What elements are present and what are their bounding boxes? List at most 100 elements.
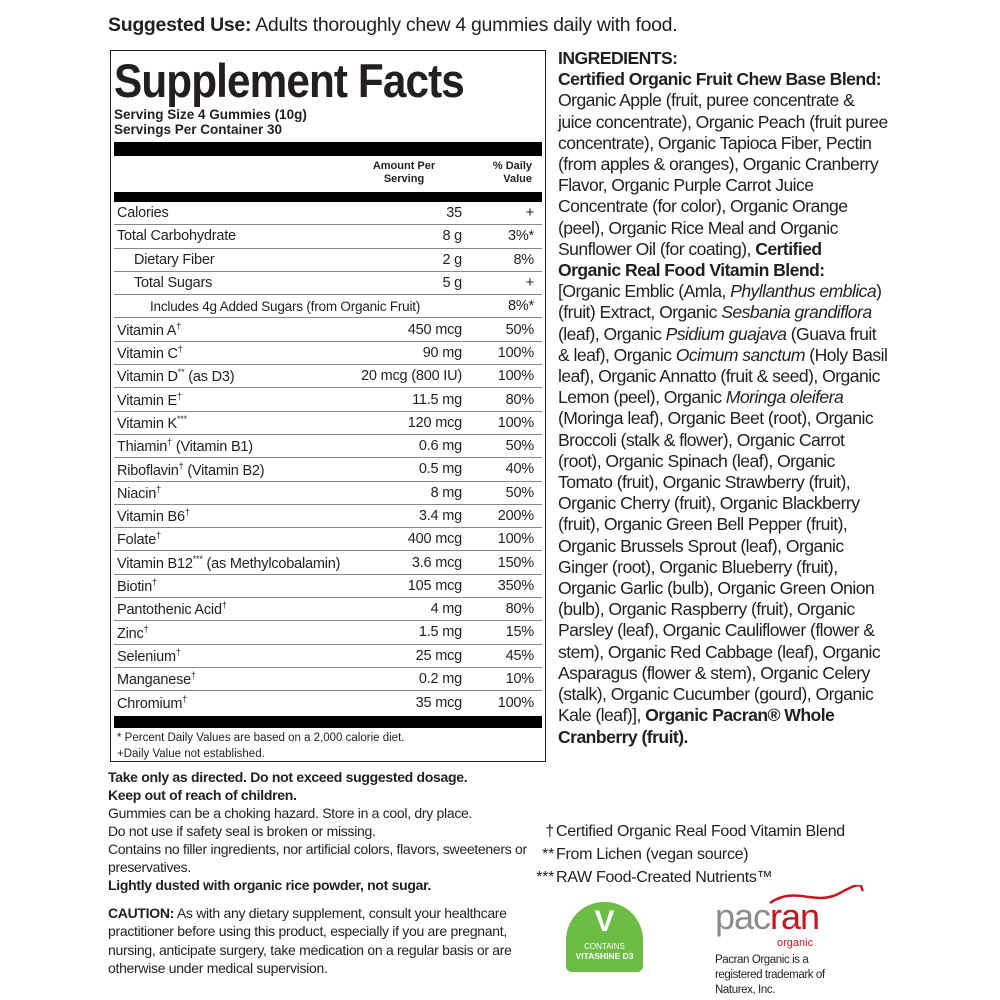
nutrient-name: Vitamin K*** <box>114 414 342 432</box>
ingredient-segment: [Organic Emblic (Amla, <box>558 281 731 302</box>
footnote-mark: † <box>178 460 184 471</box>
nutrient-label: Vitamin D <box>117 369 178 386</box>
ingredient-segment: (Holy Basil leaf), Organic Annatto (frui… <box>558 344 888 408</box>
daily-value: 50% <box>505 484 535 501</box>
ingredient-segment: Ocimum sanctum <box>675 344 806 365</box>
caution: CAUTION: As with any dietary supplement,… <box>108 904 548 977</box>
amount-per-serving: 35 <box>446 205 462 222</box>
amount-per-serving: 120 mcg <box>407 414 462 431</box>
nutrient-name: Zinc† <box>114 624 342 642</box>
footnote-item: † Certified Organic Real Food Vitamin Ble… <box>530 820 845 843</box>
daily-value: 8%* <box>508 298 534 315</box>
amount-per-serving: 8 g <box>442 228 462 245</box>
footnote-item: *** RAW Food-Created Nutrients™ <box>530 866 845 889</box>
vitashine-line1: CONTAINS <box>584 942 625 951</box>
ingredient-segment: Certified Organic Fruit Chew Base Blend: <box>558 69 882 90</box>
warning-line: Contains no filler ingredients, nor arti… <box>108 841 527 875</box>
table-row: Zinc† 1.5 mg 15% <box>114 621 542 645</box>
nutrient-label: Vitamin C <box>117 345 178 362</box>
footnote-text: RAW Food-Created Nutrients™ <box>556 869 773 886</box>
table-row: Vitamin B12*** (as Methylcobalamin) 3.6 m… <box>114 551 542 575</box>
footnote-mark: † <box>156 530 161 541</box>
vitashine-v-logo-icon: V <box>594 905 615 938</box>
nutrient-name: Biotin† <box>114 577 342 595</box>
nutrient-label: Selenium <box>117 648 176 665</box>
daily-value: 15% <box>505 624 535 641</box>
amount-per-serving: 3.6 mcg <box>411 554 462 571</box>
nutrient-name: Vitamin A† <box>114 321 342 339</box>
column-header: Amount Per Serving % Daily Value <box>114 156 542 192</box>
table-row: Dietary Fiber 2 g 8% <box>114 249 542 272</box>
pacran-organic: organic <box>777 937 814 949</box>
amount-per-serving: 11.5 mg <box>412 391 462 408</box>
table-row: Riboflavin† (Vitamin B2) 0.5 mg 40% <box>114 458 542 482</box>
amount-per-serving: 0.6 mg <box>418 438 462 455</box>
nutrient-name: Folate† <box>114 530 342 548</box>
divider <box>114 715 542 728</box>
suggested-use: Suggested Use: Adults thoroughly chew 4 … <box>108 14 678 37</box>
footnote-mark: † <box>177 390 182 401</box>
amount-per-serving: 4 mg <box>430 601 463 618</box>
daily-value: 50% <box>505 438 535 455</box>
ingredient-segment: (Moringa leaf), Organic Beet (root), Org… <box>558 408 881 726</box>
footnote-mark: † <box>221 600 227 611</box>
amount-header: Amount Per Serving <box>372 160 436 185</box>
ingredient-segment: Moringa oleifera <box>725 387 844 408</box>
nutrient-name: Niacin† <box>114 484 342 502</box>
daily-value: 100% <box>497 368 534 385</box>
nutrient-name: Vitamin E† <box>114 391 342 409</box>
servings-per-container: Servings Per Container 30 <box>114 122 283 137</box>
table-row: Pantothenic Acid† 4 mg 80% <box>114 598 542 622</box>
nutrient-form: (Vitamin B1) <box>171 439 253 456</box>
nutrient-name: Includes 4g Added Sugars (from Organic F… <box>114 299 462 314</box>
nutrient-label: Includes 4g Added Sugars (from Organic F… <box>150 298 421 314</box>
nutrient-label: Vitamin A <box>117 322 177 339</box>
daily-value: 10% <box>505 671 535 688</box>
nutrient-label: Niacin <box>117 485 157 502</box>
daily-value: 200% <box>497 508 534 524</box>
nutrient-name: Thiamin† (Vitamin B1) <box>114 437 342 455</box>
table-row: Vitamin C† 90 mg 100% <box>114 342 542 366</box>
daily-value: + <box>525 275 534 292</box>
amount-per-serving: 90 mg <box>422 344 463 361</box>
divider <box>114 192 542 202</box>
nutrient-label: Biotin <box>117 578 153 595</box>
footnote-mark: † <box>182 693 188 704</box>
nutrient-label: Folate <box>117 532 157 549</box>
amount-per-serving: 25 mcg <box>415 647 463 664</box>
footnotes: † Certified Organic Real Food Vitamin Ble… <box>530 820 845 889</box>
nutrient-label: Pantothenic Acid <box>117 602 222 619</box>
caution-text: As with any dietary supplement, consult … <box>108 905 512 976</box>
pacran-wordmark-a: pac <box>715 896 771 937</box>
table-row: Vitamin K*** 120 mcg 100% <box>114 412 542 435</box>
suggested-use-label: Suggested Use: <box>108 14 252 36</box>
table-row: Chromium† 35 mcg 100% <box>114 691 542 714</box>
footnote-mark: *** <box>192 553 203 564</box>
footnote-mark: † <box>545 823 554 840</box>
nutrient-form: (as D3) <box>184 369 235 386</box>
ingredient-segment: Organic Pacran® Whole Cranberry (fruit). <box>558 705 835 747</box>
caution-label: CAUTION: <box>108 905 175 921</box>
nutrient-form: (as Methylcobalamin) <box>202 555 341 572</box>
nutrient-name: Total Carbohydrate <box>114 228 342 244</box>
nutrient-label: Chromium <box>117 695 183 712</box>
amount-per-serving: 3.4 mg <box>418 508 462 524</box>
amount-per-serving: 8 mg <box>430 484 463 501</box>
nutrient-label: Vitamin B12 <box>117 555 193 572</box>
nutrient-table: Calories 35 + Total Carbohydrate 8 g 3%* Dieta… <box>114 202 542 715</box>
table-row: Total Sugars 5 g + <box>114 272 542 296</box>
ingredient-segment: (leaf), Organic <box>558 323 666 344</box>
nutrient-name: Manganese† <box>114 670 342 688</box>
nutrient-name: Total Sugars <box>114 275 342 291</box>
ingredient-segment: ) (fruit) Extract, Organic <box>558 281 882 323</box>
ingredient-segment: Certified Organic Real Food Vitamin Blen… <box>558 238 825 281</box>
footnote-mark: † <box>152 576 157 587</box>
nutrient-label: Calories <box>117 205 169 222</box>
footnote-mark: *** <box>177 413 187 424</box>
daily-value: 45% <box>505 647 535 664</box>
nutrient-form: (Vitamin B2) <box>183 462 265 479</box>
table-row: Biotin† 105 mcg 350% <box>114 575 542 599</box>
table-row: Folate† 400 mcg 100% <box>114 528 542 552</box>
table-row: Selenium† 25 mcg 45% <box>114 645 542 668</box>
amount-per-serving: 105 mcg <box>407 577 462 594</box>
